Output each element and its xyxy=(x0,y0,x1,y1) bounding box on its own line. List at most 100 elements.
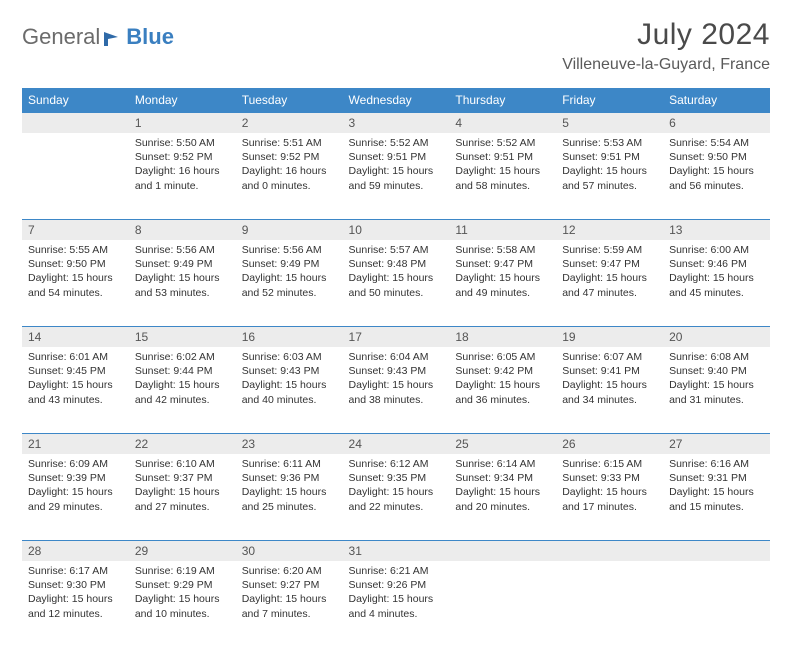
sunrise-text: Sunrise: 6:08 AM xyxy=(669,350,764,364)
sunrise-text: Sunrise: 6:21 AM xyxy=(349,564,444,578)
sunrise-text: Sunrise: 5:53 AM xyxy=(562,136,657,150)
weekday-header-row: Sunday Monday Tuesday Wednesday Thursday… xyxy=(22,88,770,112)
sunset-text: Sunset: 9:43 PM xyxy=(349,364,444,378)
daynum-cell: 21 xyxy=(22,433,129,454)
sunset-text: Sunset: 9:50 PM xyxy=(28,257,123,271)
daynum-cell: 18 xyxy=(449,326,556,347)
sunrise-text: Sunrise: 6:02 AM xyxy=(135,350,230,364)
day-number: 6 xyxy=(663,112,770,133)
day-content: Sunrise: 6:16 AMSunset: 9:31 PMDaylight:… xyxy=(663,454,770,520)
day-number: 23 xyxy=(236,433,343,454)
day-content: Sunrise: 6:00 AMSunset: 9:46 PMDaylight:… xyxy=(663,240,770,306)
sunrise-text: Sunrise: 5:55 AM xyxy=(28,243,123,257)
day-number: 7 xyxy=(22,219,129,240)
sunrise-text: Sunrise: 6:05 AM xyxy=(455,350,550,364)
day-content: Sunrise: 5:57 AMSunset: 9:48 PMDaylight:… xyxy=(343,240,450,306)
daylight-text: Daylight: 15 hours and 10 minutes. xyxy=(135,592,230,620)
sunrise-text: Sunrise: 5:54 AM xyxy=(669,136,764,150)
day-cell: Sunrise: 6:16 AMSunset: 9:31 PMDaylight:… xyxy=(663,454,770,540)
content-row: Sunrise: 6:17 AMSunset: 9:30 PMDaylight:… xyxy=(22,561,770,647)
sunrise-text: Sunrise: 5:51 AM xyxy=(242,136,337,150)
daynum-cell: 3 xyxy=(343,112,450,133)
day-content: Sunrise: 6:15 AMSunset: 9:33 PMDaylight:… xyxy=(556,454,663,520)
day-cell: Sunrise: 6:12 AMSunset: 9:35 PMDaylight:… xyxy=(343,454,450,540)
daynum-cell xyxy=(663,540,770,561)
day-number: 5 xyxy=(556,112,663,133)
daynum-cell: 10 xyxy=(343,219,450,240)
daylight-text: Daylight: 15 hours and 27 minutes. xyxy=(135,485,230,513)
day-number: 22 xyxy=(129,433,236,454)
day-cell: Sunrise: 6:01 AMSunset: 9:45 PMDaylight:… xyxy=(22,347,129,433)
daylight-text: Daylight: 15 hours and 53 minutes. xyxy=(135,271,230,299)
day-number: 26 xyxy=(556,433,663,454)
sunset-text: Sunset: 9:52 PM xyxy=(242,150,337,164)
sunset-text: Sunset: 9:50 PM xyxy=(669,150,764,164)
sunset-text: Sunset: 9:47 PM xyxy=(455,257,550,271)
day-number: 30 xyxy=(236,540,343,561)
day-content: Sunrise: 6:14 AMSunset: 9:34 PMDaylight:… xyxy=(449,454,556,520)
daynum-cell: 30 xyxy=(236,540,343,561)
day-number: 29 xyxy=(129,540,236,561)
day-cell: Sunrise: 6:02 AMSunset: 9:44 PMDaylight:… xyxy=(129,347,236,433)
day-number xyxy=(22,112,129,133)
daynum-cell: 24 xyxy=(343,433,450,454)
day-content: Sunrise: 6:01 AMSunset: 9:45 PMDaylight:… xyxy=(22,347,129,413)
sunrise-text: Sunrise: 6:19 AM xyxy=(135,564,230,578)
day-number: 15 xyxy=(129,326,236,347)
logo: General Blue xyxy=(22,24,174,50)
weekday-header: Friday xyxy=(556,88,663,112)
day-content: Sunrise: 6:17 AMSunset: 9:30 PMDaylight:… xyxy=(22,561,129,627)
daylight-text: Daylight: 16 hours and 0 minutes. xyxy=(242,164,337,192)
day-cell: Sunrise: 5:58 AMSunset: 9:47 PMDaylight:… xyxy=(449,240,556,326)
daynum-cell: 28 xyxy=(22,540,129,561)
daynum-cell xyxy=(556,540,663,561)
weekday-header: Tuesday xyxy=(236,88,343,112)
day-content: Sunrise: 5:56 AMSunset: 9:49 PMDaylight:… xyxy=(236,240,343,306)
sunset-text: Sunset: 9:45 PM xyxy=(28,364,123,378)
calendar-page: General Blue July 2024 Villeneuve-la-Guy… xyxy=(0,0,792,665)
day-content: Sunrise: 5:55 AMSunset: 9:50 PMDaylight:… xyxy=(22,240,129,306)
sunrise-text: Sunrise: 5:57 AM xyxy=(349,243,444,257)
daynum-cell: 14 xyxy=(22,326,129,347)
daylight-text: Daylight: 15 hours and 49 minutes. xyxy=(455,271,550,299)
day-cell: Sunrise: 5:57 AMSunset: 9:48 PMDaylight:… xyxy=(343,240,450,326)
daylight-text: Daylight: 15 hours and 54 minutes. xyxy=(28,271,123,299)
sunset-text: Sunset: 9:49 PM xyxy=(242,257,337,271)
daylight-text: Daylight: 15 hours and 17 minutes. xyxy=(562,485,657,513)
sunset-text: Sunset: 9:46 PM xyxy=(669,257,764,271)
header: General Blue July 2024 Villeneuve-la-Guy… xyxy=(22,18,770,74)
day-cell: Sunrise: 6:15 AMSunset: 9:33 PMDaylight:… xyxy=(556,454,663,540)
daynum-cell: 11 xyxy=(449,219,556,240)
sunset-text: Sunset: 9:51 PM xyxy=(562,150,657,164)
day-content: Sunrise: 5:51 AMSunset: 9:52 PMDaylight:… xyxy=(236,133,343,199)
daynum-cell xyxy=(449,540,556,561)
sunset-text: Sunset: 9:27 PM xyxy=(242,578,337,592)
daylight-text: Daylight: 15 hours and 34 minutes. xyxy=(562,378,657,406)
day-cell: Sunrise: 5:51 AMSunset: 9:52 PMDaylight:… xyxy=(236,133,343,219)
daynum-cell: 20 xyxy=(663,326,770,347)
day-cell: Sunrise: 6:14 AMSunset: 9:34 PMDaylight:… xyxy=(449,454,556,540)
day-cell: Sunrise: 5:54 AMSunset: 9:50 PMDaylight:… xyxy=(663,133,770,219)
day-number: 14 xyxy=(22,326,129,347)
day-cell: Sunrise: 5:59 AMSunset: 9:47 PMDaylight:… xyxy=(556,240,663,326)
daynum-cell: 12 xyxy=(556,219,663,240)
daynum-cell: 7 xyxy=(22,219,129,240)
day-cell: Sunrise: 5:56 AMSunset: 9:49 PMDaylight:… xyxy=(129,240,236,326)
daylight-text: Daylight: 15 hours and 45 minutes. xyxy=(669,271,764,299)
sunrise-text: Sunrise: 6:16 AM xyxy=(669,457,764,471)
sunset-text: Sunset: 9:48 PM xyxy=(349,257,444,271)
day-number: 21 xyxy=(22,433,129,454)
weekday-header: Monday xyxy=(129,88,236,112)
content-row: Sunrise: 6:09 AMSunset: 9:39 PMDaylight:… xyxy=(22,454,770,540)
day-cell xyxy=(556,561,663,647)
day-number: 17 xyxy=(343,326,450,347)
sunset-text: Sunset: 9:36 PM xyxy=(242,471,337,485)
day-cell: Sunrise: 6:19 AMSunset: 9:29 PMDaylight:… xyxy=(129,561,236,647)
sunset-text: Sunset: 9:33 PM xyxy=(562,471,657,485)
daynum-cell: 23 xyxy=(236,433,343,454)
sunrise-text: Sunrise: 5:50 AM xyxy=(135,136,230,150)
sunrise-text: Sunrise: 6:10 AM xyxy=(135,457,230,471)
day-number: 28 xyxy=(22,540,129,561)
daynum-cell: 5 xyxy=(556,112,663,133)
daynum-cell: 17 xyxy=(343,326,450,347)
